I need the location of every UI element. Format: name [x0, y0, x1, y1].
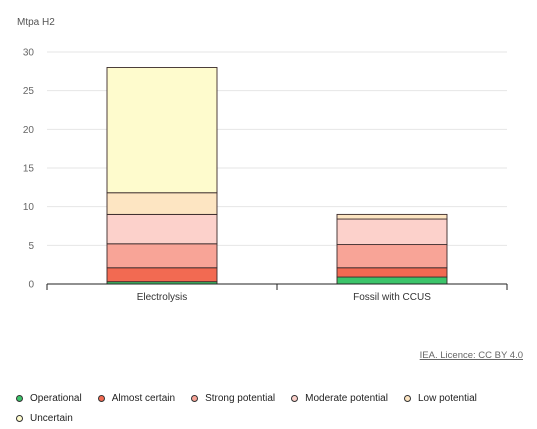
- y-tick-label: 10: [23, 202, 35, 213]
- legend-swatch: [16, 395, 23, 402]
- legend-swatch: [291, 395, 299, 402]
- legend-item[interactable]: Moderate potential: [291, 389, 388, 408]
- bar-segment: [336, 276, 448, 285]
- legend-swatch: [97, 395, 105, 402]
- legend-label: Moderate potential: [305, 393, 388, 404]
- bar-segment: [106, 192, 218, 215]
- x-tick-label: Electrolysis: [137, 292, 188, 303]
- legend-item[interactable]: Low potential: [403, 389, 477, 408]
- legend-label: Strong potential: [205, 393, 276, 404]
- legend-label: Low potential: [417, 393, 477, 404]
- y-tick-label: 25: [23, 86, 35, 97]
- legend-swatch: [403, 395, 411, 402]
- legend-item[interactable]: Almost certain: [97, 389, 176, 408]
- y-tick-label: 5: [28, 241, 34, 252]
- legend-label: Operational: [30, 393, 82, 404]
- legend-swatch: [16, 415, 23, 422]
- legend-label: Almost certain: [111, 393, 176, 404]
- bar-segment: [106, 267, 218, 283]
- y-tick-label: 15: [23, 164, 35, 175]
- bar-segment: [336, 267, 448, 278]
- y-axis-unit-label: Mtpa H2: [17, 17, 55, 28]
- y-tick-label: 0: [28, 280, 34, 291]
- bar-segment: [106, 67, 218, 194]
- legend-label: Uncertain: [30, 413, 73, 424]
- x-tick-label: Fossil with CCUS: [353, 292, 431, 303]
- y-tick-label: 20: [23, 125, 35, 136]
- legend-swatch: [191, 395, 199, 402]
- bar-segment: [336, 218, 448, 246]
- bar-segment: [336, 213, 448, 220]
- chart-legend: Operational Almost certain Strong potentia…: [16, 389, 526, 429]
- legend-item[interactable]: Uncertain: [16, 409, 73, 428]
- credit-link[interactable]: IEA. Licence: CC BY 4.0: [419, 350, 523, 361]
- y-tick-label: 30: [23, 48, 35, 59]
- bar-segment: [336, 244, 448, 269]
- stacked-bar-chart: 0 5 10 15 20 25 30 Electrolysis Fossil with CCUS: [23, 48, 508, 303]
- legend-item[interactable]: Strong potential: [191, 389, 275, 408]
- bar-segment: [106, 213, 218, 245]
- legend-item[interactable]: Operational: [16, 389, 82, 408]
- bar-segment: [106, 243, 218, 269]
